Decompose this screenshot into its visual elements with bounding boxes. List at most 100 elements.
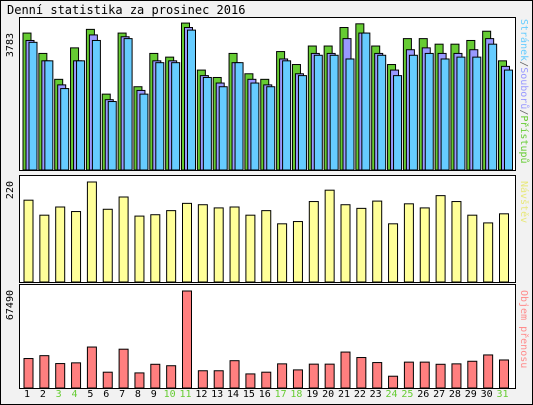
kbytes-bar-day-1 — [23, 358, 34, 388]
day-label-13: 13 — [211, 389, 224, 400]
legend-kbytes: Objem přenosu — [518, 290, 529, 369]
day-label-23: 23 — [369, 389, 382, 400]
pages-bar-day-23 — [377, 54, 387, 170]
day-label-19: 19 — [306, 389, 319, 400]
ymax-label-bot: 67490 — [5, 290, 16, 321]
pages-bar-day-15 — [250, 82, 260, 170]
day-axis: 1 2 3 4 5 6 7 8 9 10 11 12 13 14 15 16 17 18 19 20 21 22 23 24 2… — [19, 389, 514, 403]
visits-bar-day-4 — [71, 211, 82, 282]
day-label-2: 2 — [39, 389, 46, 400]
kbytes-bar-day-26 — [419, 361, 430, 388]
day-label-26: 26 — [417, 389, 430, 400]
visits-bar-day-31 — [499, 213, 509, 282]
ymax-label-mid: 220 — [5, 181, 16, 200]
visits-bar-day-27 — [435, 195, 446, 282]
visits-bar-day-22 — [356, 207, 367, 282]
day-label-21: 21 — [337, 389, 351, 400]
visits-bar-day-2 — [39, 214, 50, 282]
visits-bar-day-16 — [261, 210, 272, 282]
day-label-31: 31 — [496, 389, 509, 400]
pages-bar-day-14 — [234, 62, 244, 170]
day-label-20: 20 — [322, 389, 335, 400]
pages-bar-day-3 — [60, 88, 70, 170]
day-label-8: 8 — [134, 389, 141, 400]
panel-hits-files-pages — [19, 17, 516, 171]
visits-bar-day-29 — [467, 214, 478, 282]
kbytes-bar-day-16 — [261, 371, 272, 388]
kbytes-bar-day-8 — [134, 372, 145, 388]
visits-bar-day-15 — [245, 214, 256, 282]
pages-bar-day-29 — [472, 56, 482, 170]
kbytes-bar-day-23 — [372, 362, 383, 388]
kbytes-bar-day-11 — [182, 290, 192, 388]
day-label-25: 25 — [401, 389, 414, 400]
kbytes-bar-day-18 — [292, 369, 303, 388]
pages-bar-day-21 — [345, 58, 355, 170]
visits-bar-day-25 — [403, 203, 414, 282]
pages-bar-day-6 — [107, 101, 117, 170]
visits-bar-day-9 — [150, 214, 161, 282]
visits-bar-day-28 — [451, 201, 462, 282]
visits-bar-day-21 — [340, 204, 351, 282]
kbytes-bar-day-2 — [39, 355, 50, 388]
visits-bar-day-13 — [213, 207, 224, 282]
pages-bar-day-9 — [155, 62, 165, 170]
day-label-28: 28 — [448, 389, 461, 400]
day-label-22: 22 — [353, 389, 366, 400]
kbytes-bar-day-17 — [277, 363, 288, 388]
kbytes-bar-day-22 — [356, 357, 367, 388]
ymax-label-top: 3783 — [5, 33, 16, 58]
day-label-15: 15 — [242, 389, 255, 400]
kbytes-bar-day-7 — [118, 348, 129, 388]
kbytes-bar-day-20 — [324, 363, 335, 388]
day-label-24: 24 — [385, 389, 398, 400]
day-label-1: 1 — [23, 389, 31, 400]
kbytes-bar-day-24 — [388, 375, 399, 388]
visits-bar-day-18 — [292, 221, 303, 282]
chart-title: Denní statistika za prosinec 2016 — [7, 3, 246, 17]
legend-sep-1: / — [518, 61, 529, 68]
kbytes-bar-day-29 — [467, 360, 478, 388]
legend-visits: Návštěv — [518, 181, 529, 224]
visits-bar-day-17 — [277, 223, 288, 282]
pages-bar-day-28 — [456, 56, 466, 170]
day-label-16: 16 — [258, 389, 271, 400]
pages-bar-day-8 — [139, 93, 149, 170]
visits-bar-day-8 — [134, 215, 145, 282]
kbytes-bar-day-31 — [499, 359, 509, 388]
day-label-4: 4 — [71, 389, 78, 400]
day-label-11: 11 — [179, 389, 192, 400]
kbytes-bar-day-4 — [71, 362, 82, 388]
pages-bar-day-17 — [282, 60, 292, 170]
day-label-6: 6 — [103, 389, 110, 400]
kbytes-bar-day-28 — [451, 363, 462, 388]
day-label-5: 5 — [87, 389, 94, 400]
kbytes-bar-day-12 — [197, 370, 208, 388]
day-label-9: 9 — [150, 389, 157, 400]
day-label-18: 18 — [290, 389, 303, 400]
pages-bar-day-19 — [313, 54, 323, 170]
legend-sep-2: / — [518, 109, 529, 116]
day-label-3: 3 — [55, 389, 62, 400]
hits-files-pages-plot — [22, 22, 513, 170]
pages-bar-day-4 — [76, 60, 86, 170]
kbytes-bar-day-19 — [308, 363, 319, 388]
visits-bar-day-20 — [324, 189, 335, 282]
legend-pages: Stránek — [518, 19, 529, 62]
kbytes-bar-day-3 — [55, 363, 66, 388]
day-label-10: 10 — [163, 389, 176, 400]
kbytes-bar-day-30 — [483, 354, 494, 388]
visits-bar-day-10 — [166, 210, 177, 282]
pages-bar-day-27 — [440, 58, 450, 170]
visits-bar-day-19 — [308, 201, 319, 282]
pages-bar-day-24 — [393, 75, 403, 170]
visits-bar-day-6 — [102, 208, 113, 282]
day-label-12: 12 — [195, 389, 208, 400]
kbytes-bar-day-9 — [150, 363, 161, 388]
pages-bar-day-7 — [123, 38, 133, 170]
kbytes-bar-day-15 — [245, 373, 256, 388]
day-label-17: 17 — [274, 389, 287, 400]
kbytes-bar-day-13 — [213, 370, 224, 388]
pages-bar-day-11 — [187, 29, 196, 170]
